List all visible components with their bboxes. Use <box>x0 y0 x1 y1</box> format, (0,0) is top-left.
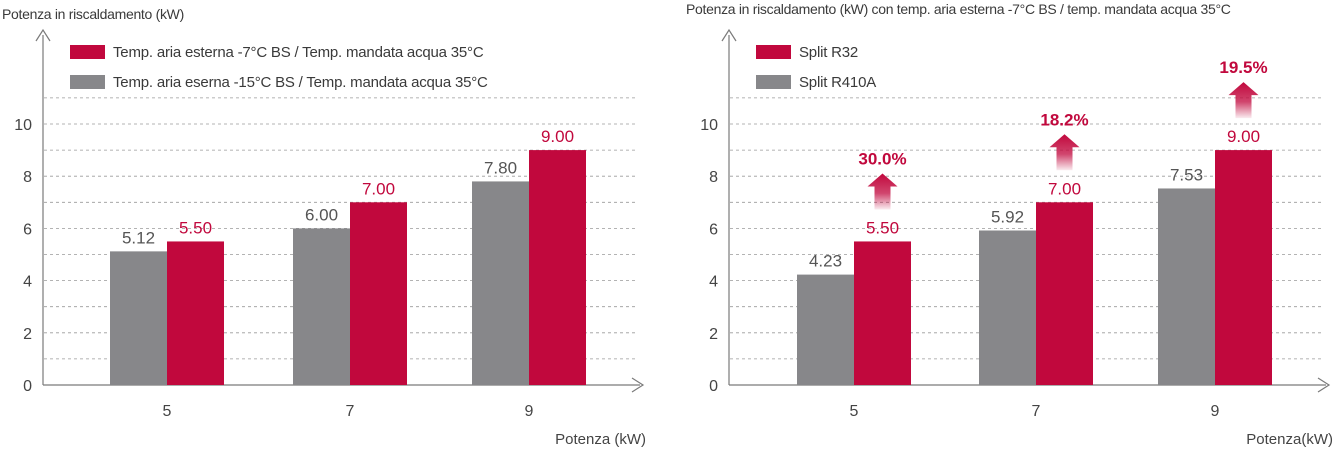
percent-increase-label: 19.5% <box>1219 58 1267 77</box>
legend-label-series-2: Split R410A <box>799 74 876 91</box>
y-axis-arrow-icon <box>35 28 51 42</box>
chart-right: Potenza in riscaldamento (kW) con temp. … <box>686 1 1333 448</box>
chart-left-title: Potenza in riscaldamento (kW) <box>2 6 184 22</box>
legend-label-series-2: Temp. aria eserna -15°C BS / Temp. manda… <box>113 74 488 91</box>
category-label: 5 <box>850 403 859 420</box>
ytick-label: 8 <box>709 169 718 186</box>
data-label: 7.53 <box>1170 165 1203 184</box>
category-label: 9 <box>525 403 534 420</box>
x-axis-arrow-icon <box>631 377 645 393</box>
bar <box>529 150 586 385</box>
percent-increase-label: 18.2% <box>1040 110 1088 129</box>
bar <box>1036 202 1093 385</box>
ytick-label: 8 <box>23 169 32 186</box>
legend-swatch-gray <box>756 75 791 89</box>
chart-left-legend: Temp. aria esterna -7°C BS / Temp. manda… <box>70 44 488 91</box>
data-label: 9.00 <box>541 127 574 146</box>
ytick-label: 0 <box>709 378 718 395</box>
chart-right-title: Potenza in riscaldamento (kW) con temp. … <box>686 1 1231 17</box>
chart-left-value-labels: 5.12 5.50 6.00 7.00 7.80 9.00 <box>122 127 574 247</box>
legend-swatch-gray <box>70 75 105 89</box>
chart-right-bars <box>797 150 1272 385</box>
data-label: 7.80 <box>484 158 517 177</box>
bar <box>293 228 350 385</box>
up-arrow-icon <box>1049 134 1080 171</box>
chart-left-xlabel: Potenza (kW) <box>555 431 646 448</box>
data-label: 5.12 <box>122 228 155 247</box>
data-label: 7.00 <box>362 179 395 198</box>
bar <box>854 241 911 385</box>
category-label: 9 <box>1211 403 1220 420</box>
chart-right-legend: Split R32 Split R410A <box>756 44 876 91</box>
x-axis-arrow-icon <box>1317 377 1331 393</box>
ytick-label: 10 <box>14 117 32 134</box>
chart-left-ytick-labels: 0 2 4 6 8 10 <box>14 117 32 395</box>
ytick-label: 6 <box>23 221 32 238</box>
chart-right-category-labels: 5 7 9 <box>850 403 1220 420</box>
chart-right-ytick-labels: 0 2 4 6 8 10 <box>700 117 718 395</box>
ytick-label: 4 <box>23 274 32 291</box>
percent-increase-label: 30.0% <box>858 149 906 168</box>
data-label: 7.00 <box>1048 179 1081 198</box>
ytick-label: 2 <box>23 326 32 343</box>
ytick-label: 6 <box>709 221 718 238</box>
data-label: 4.23 <box>809 252 842 271</box>
y-axis-arrow-icon <box>721 28 737 42</box>
category-label: 7 <box>1032 403 1041 420</box>
bar <box>167 241 224 385</box>
bar <box>350 202 407 385</box>
bar <box>979 230 1036 385</box>
ytick-label: 4 <box>709 274 718 291</box>
chart-right-percent-labels: 30.0% 18.2% 19.5% <box>858 58 1267 168</box>
legend-swatch-red <box>756 45 791 59</box>
data-label: 9.00 <box>1227 127 1260 146</box>
chart-left-category-labels: 5 7 9 <box>163 403 534 420</box>
chart-left-bars <box>110 150 586 385</box>
bar <box>797 274 854 385</box>
data-label: 5.50 <box>866 218 899 237</box>
bar <box>1215 150 1272 385</box>
bar <box>1158 188 1215 385</box>
category-label: 5 <box>163 403 172 420</box>
legend-swatch-red <box>70 45 105 59</box>
data-label: 6.00 <box>305 205 338 224</box>
data-label: 5.92 <box>991 207 1024 226</box>
bar <box>472 181 529 385</box>
legend-label-series-1: Split R32 <box>799 44 858 61</box>
legend-label-series-1: Temp. aria esterna -7°C BS / Temp. manda… <box>113 44 484 61</box>
chart-right-xlabel: Potenza(kW) <box>1246 431 1333 448</box>
data-label: 5.50 <box>179 218 212 237</box>
up-arrow-icon <box>867 173 898 210</box>
chart-right-increase-arrows <box>867 82 1259 210</box>
up-arrow-icon <box>1228 82 1259 119</box>
category-label: 7 <box>346 403 355 420</box>
ytick-label: 0 <box>23 378 32 395</box>
chart-left: Potenza in riscaldamento (kW) 0 2 4 6 8 10 5.… <box>2 6 646 448</box>
bar <box>110 251 167 385</box>
ytick-label: 10 <box>700 117 718 134</box>
chart-right-value-labels: 4.23 5.50 5.92 7.00 7.53 9.00 <box>809 127 1260 270</box>
ytick-label: 2 <box>709 326 718 343</box>
